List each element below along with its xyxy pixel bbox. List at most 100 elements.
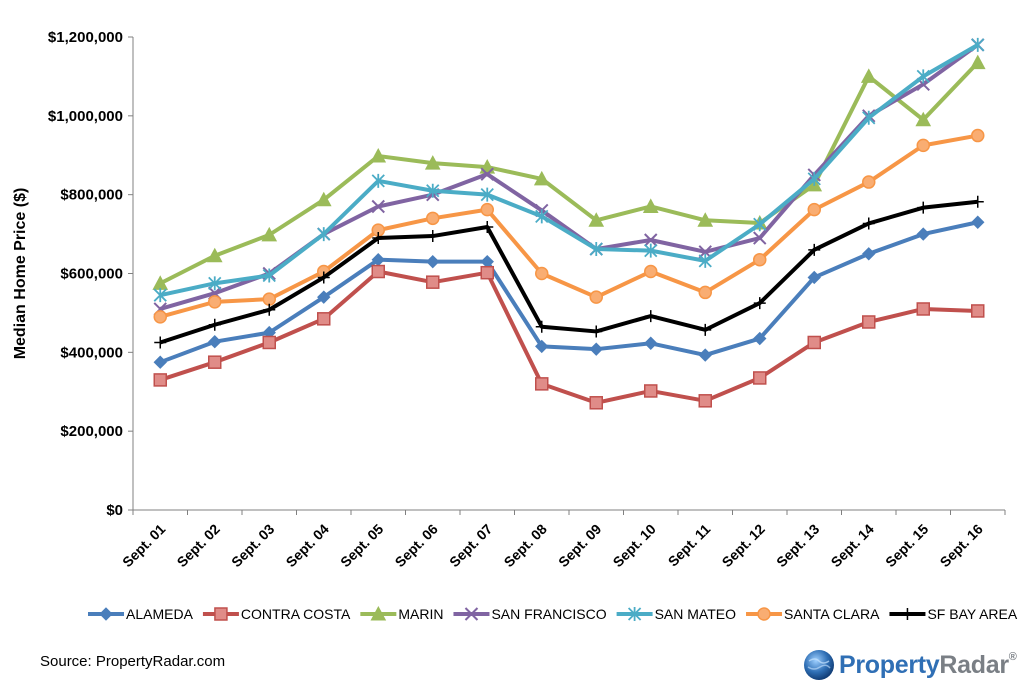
- data-point: [971, 37, 985, 52]
- y-tick-label: $800,000: [60, 187, 123, 204]
- data-point: [371, 173, 385, 188]
- series-line: [159, 199, 978, 345]
- data-point: [208, 276, 222, 291]
- series-line: [159, 269, 978, 405]
- data-point: [860, 68, 877, 83]
- x-tick-label: Sept. 16: [937, 521, 986, 570]
- data-point: [916, 69, 930, 84]
- series-alameda: [153, 215, 985, 369]
- series-line: [159, 61, 980, 286]
- x-tick-label: Sept. 04: [283, 521, 332, 570]
- brand-wordmark: PropertyRadar®: [839, 650, 1017, 679]
- data-point: [807, 171, 821, 186]
- data-point: [698, 253, 712, 268]
- data-point: [698, 394, 712, 408]
- series-san-mateo: [153, 37, 985, 303]
- data-point: [590, 325, 603, 338]
- y-tick-label: $200,000: [60, 423, 123, 440]
- data-point: [588, 212, 605, 227]
- data-point: [698, 285, 712, 300]
- legend-label: SAN FRANCISCO: [491, 606, 606, 622]
- x-tick-label: Sept. 09: [555, 521, 604, 570]
- data-point: [262, 292, 276, 306]
- data-point: [208, 334, 222, 349]
- data-point: [153, 310, 167, 324]
- data-point: [372, 232, 385, 245]
- data-point: [480, 187, 494, 202]
- legend: ALAMEDA CONTRA COSTA MARIN SAN FRANCISCO SAN…: [88, 605, 1018, 622]
- x-tick-label: Sept. 14: [828, 521, 877, 570]
- data-point: [206, 247, 223, 263]
- data-point: [153, 288, 167, 303]
- brand-logo: PropertyRadar®: [803, 645, 1017, 685]
- data-point: [807, 335, 821, 350]
- data-point: [426, 183, 440, 198]
- y-tick-label: $0: [106, 502, 123, 519]
- globe-icon: [804, 650, 834, 680]
- data-point: [916, 302, 930, 316]
- data-point: [862, 315, 876, 329]
- series-line: [159, 220, 979, 365]
- y-axis: $0 $200,000 $400,000 $600,000 $800,000 $1,000…: [48, 29, 134, 519]
- data-point: [971, 195, 984, 208]
- data-point: [208, 318, 221, 331]
- x-axis: Sept. 01 Sept. 02 Sept. 03 Sept. 04 Sept. 05…: [119, 509, 1006, 570]
- legend-item: SF BAY AREA: [889, 606, 1018, 622]
- data-point: [589, 396, 603, 410]
- data-point: [153, 373, 167, 387]
- data-point: [315, 191, 332, 207]
- legend-marker: [99, 607, 113, 621]
- series-sf-bay-area: [154, 195, 984, 349]
- x-tick-label: Sept. 06: [392, 521, 441, 570]
- data-point: [971, 215, 985, 229]
- data-point: [535, 209, 549, 224]
- data-point: [370, 147, 387, 163]
- data-point: [480, 202, 494, 217]
- data-point: [426, 275, 440, 289]
- data-point: [807, 270, 821, 285]
- data-point: [317, 227, 331, 242]
- data-point: [969, 54, 986, 70]
- data-point: [644, 243, 658, 258]
- legend-marker: [214, 607, 228, 621]
- data-point: [971, 128, 985, 143]
- data-point: [262, 335, 276, 350]
- series-marin: [152, 54, 986, 290]
- data-point: [699, 323, 712, 336]
- x-tick-label: Sept. 01: [119, 521, 168, 570]
- legend-item: SAN FRANCISCO: [453, 606, 607, 622]
- legend-marker: [757, 607, 771, 621]
- data-point: [535, 339, 549, 354]
- data-point: [589, 342, 603, 356]
- data-point: [208, 295, 222, 309]
- data-point: [807, 202, 821, 217]
- data-point: [208, 355, 222, 369]
- legend-label: MARIN: [398, 606, 443, 622]
- x-tick-label: Sept. 02: [174, 521, 223, 570]
- data-point: [753, 331, 767, 346]
- data-point: [916, 227, 930, 241]
- data-point: [480, 265, 494, 280]
- x-tick-label: Sept. 05: [337, 521, 386, 570]
- data-point: [862, 175, 876, 189]
- data-point: [697, 212, 714, 227]
- data-point: [644, 264, 658, 279]
- data-point: [371, 199, 385, 214]
- data-point: [915, 111, 932, 127]
- x-tick-label: Sept. 13: [773, 521, 822, 570]
- data-point: [535, 320, 548, 333]
- data-point: [426, 230, 439, 243]
- data-point: [263, 303, 276, 316]
- data-point: [808, 243, 821, 256]
- x-tick-label: Sept. 03: [228, 521, 277, 570]
- data-point: [262, 268, 276, 283]
- data-point: [642, 198, 659, 213]
- data-point: [533, 170, 550, 186]
- legend-label: SANTA CLARA: [784, 606, 880, 622]
- legend-label: SF BAY AREA: [927, 606, 1017, 622]
- data-point: [644, 233, 658, 247]
- legend-label: CONTRA COSTA: [241, 606, 351, 622]
- data-point: [644, 336, 658, 350]
- data-point: [589, 242, 603, 257]
- y-axis-label: Median Home Price ($): [12, 188, 29, 360]
